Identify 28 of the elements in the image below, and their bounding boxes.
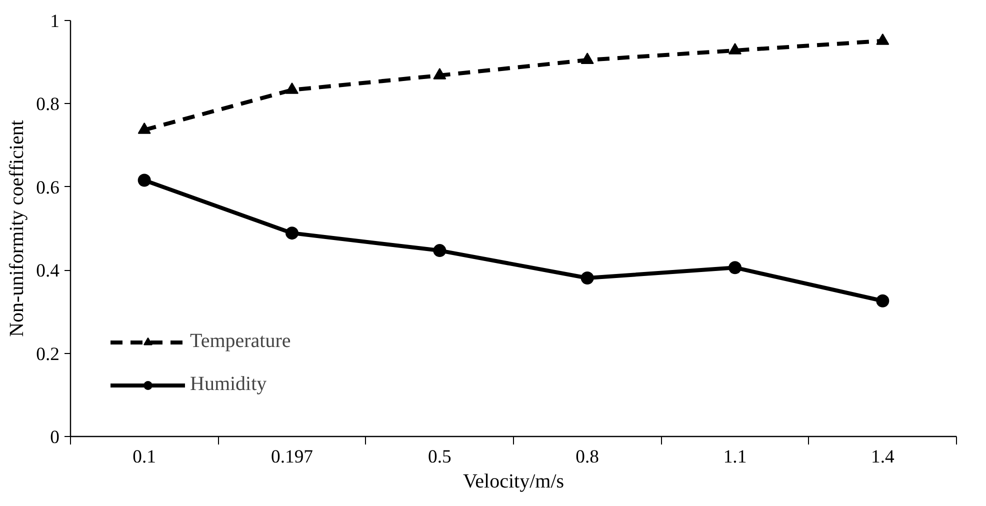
x-tick-label: 0.8	[576, 446, 599, 468]
x-tick-label: 1.4	[871, 446, 895, 468]
y-tick-label: 0	[50, 427, 60, 448]
point	[728, 261, 742, 274]
x-tick-label: 0.197	[271, 446, 313, 468]
x-tick-label: 1.1	[723, 446, 747, 468]
legend-label: Humidity	[190, 373, 267, 396]
point	[433, 68, 446, 80]
point	[286, 226, 298, 240]
point	[876, 33, 890, 45]
point	[433, 244, 446, 258]
x-axis-title: Velocity/m/s	[462, 470, 564, 492]
point	[138, 122, 151, 134]
y-tick-label: 0.4	[36, 260, 60, 282]
y-axis-title: Non-uniformity coefficient	[6, 120, 28, 337]
point	[728, 43, 742, 54]
point	[138, 174, 151, 187]
y-tick-label: 0.6	[36, 177, 60, 198]
legend-label: Temperature	[190, 330, 291, 353]
point	[580, 52, 594, 64]
x-tick-label: 0.1	[132, 446, 156, 468]
y-tick-label: 0.2	[36, 344, 60, 365]
x-tick-label: 0.5	[428, 446, 452, 468]
point	[580, 272, 594, 284]
point	[876, 294, 890, 308]
y-tick-label: 1	[50, 11, 60, 32]
point	[286, 82, 298, 94]
y-tick-label: 0.8	[36, 94, 60, 116]
